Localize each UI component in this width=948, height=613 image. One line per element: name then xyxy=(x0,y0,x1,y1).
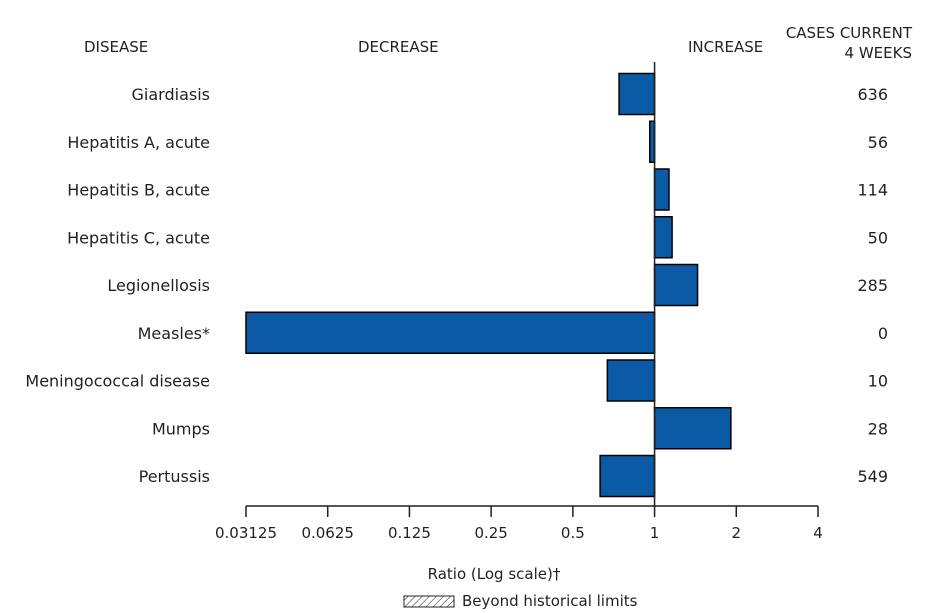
case-count: 636 xyxy=(857,85,888,104)
disease-label: Legionellosis xyxy=(107,276,210,295)
case-count: 56 xyxy=(868,133,888,152)
disease-label: Pertussis xyxy=(139,467,210,486)
legend-label: Beyond historical limits xyxy=(462,592,638,610)
header-increase: INCREASE xyxy=(688,38,763,56)
disease-label: Hepatitis A, acute xyxy=(67,133,210,152)
x-axis-ticks: 0.03125 0.0625 0.125 0.25 0.5 1 2 4 xyxy=(215,506,823,542)
x-tick-label: 2 xyxy=(732,524,742,542)
x-tick-label: 4 xyxy=(813,524,823,542)
disease-label: Meningococcal disease xyxy=(25,372,210,391)
ratio-bar xyxy=(245,311,656,354)
x-tick-label: 1 xyxy=(650,524,660,542)
case-count: 549 xyxy=(857,467,888,486)
ratio-bar xyxy=(606,359,656,402)
header-decrease: DECREASE xyxy=(358,38,439,56)
x-tick-label: 0.03125 xyxy=(215,524,277,542)
case-count: 10 xyxy=(868,372,888,391)
disease-label: Hepatitis B, acute xyxy=(67,181,210,200)
ratio-bar xyxy=(653,407,732,450)
x-tick-label: 0.125 xyxy=(388,524,431,542)
chart-rows: Giardiasis 636 Hepatitis A, acute 56 Hepatit… xyxy=(25,72,888,498)
header-cases-line2: 4 WEEKS xyxy=(845,44,912,62)
case-count: 50 xyxy=(868,228,888,247)
legend-hatch-swatch xyxy=(403,595,455,608)
ratio-bar xyxy=(653,216,673,259)
disease-label: Mumps xyxy=(152,419,210,438)
case-count: 28 xyxy=(868,419,888,438)
ratio-bar xyxy=(653,168,670,211)
x-tick-label: 0.5 xyxy=(561,524,585,542)
ratio-bar xyxy=(653,263,699,307)
disease-label: Measles* xyxy=(138,324,210,343)
disease-label: Hepatitis C, acute xyxy=(67,228,210,247)
case-count: 114 xyxy=(857,181,888,200)
ratio-bar xyxy=(618,72,656,116)
x-tick-label: 0.25 xyxy=(474,524,507,542)
ratio-bar xyxy=(599,454,656,498)
header-disease: DISEASE xyxy=(84,38,148,56)
x-tick-label: 0.0625 xyxy=(301,524,354,542)
disease-label: Giardiasis xyxy=(132,85,210,104)
legend: Beyond historical limits xyxy=(403,592,638,610)
header-cases-line1: CASES CURRENT xyxy=(786,24,913,42)
x-axis-title: Ratio (Log scale)† xyxy=(428,565,561,583)
case-count: 0 xyxy=(878,324,888,343)
case-count: 285 xyxy=(857,276,888,295)
